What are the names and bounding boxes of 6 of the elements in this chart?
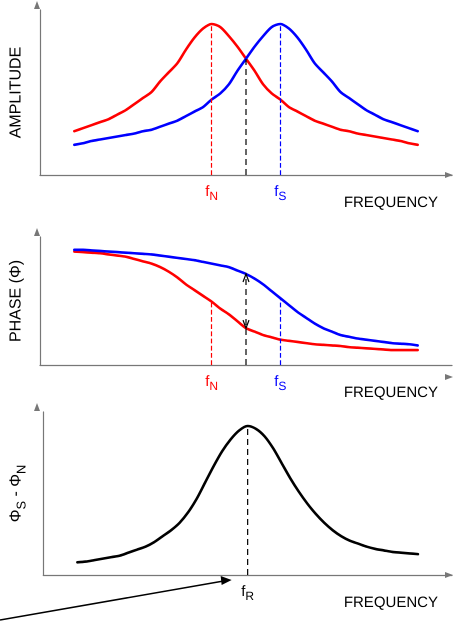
x-axis-title: FREQUENCY <box>344 384 438 401</box>
y-axis-title: ΦS - ΦN <box>8 464 28 522</box>
x-axis-title: FREQUENCY <box>344 194 438 211</box>
x-axis-title: FREQUENCY <box>344 594 438 611</box>
y-axis-title: PHASE (Φ) <box>8 260 24 342</box>
y-axis-title: AMPLITUDE <box>8 46 24 138</box>
